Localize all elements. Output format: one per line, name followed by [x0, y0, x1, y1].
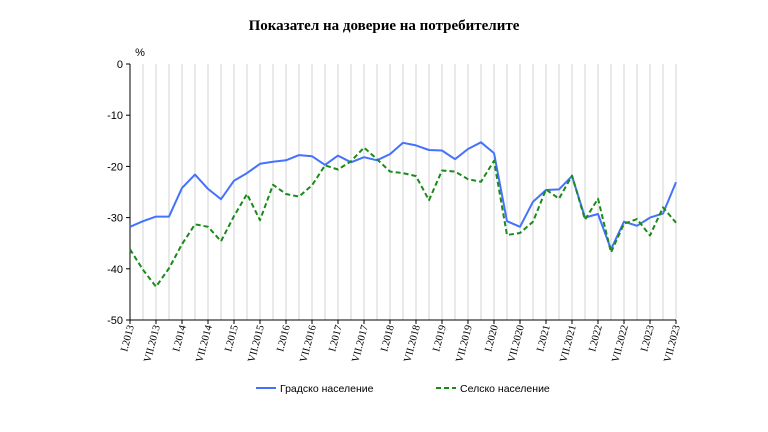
chart-axes: [126, 63, 677, 324]
x-tick-label: VII.2014: [194, 323, 215, 363]
x-tick-label: VII.2018: [402, 324, 423, 364]
legend-item-rural: Селско население: [436, 383, 550, 395]
y-tick-label: -30: [107, 213, 123, 225]
x-tick-labels: I.2013 VII.2013 I.2014 VII.2014 I.2015 VII.20…: [119, 323, 683, 363]
x-tick-label: I.2013: [119, 324, 137, 353]
y-axis-label: %: [135, 47, 145, 59]
legend-label-urban: Градско население: [280, 383, 374, 395]
y-tick-labels: 0 -10 -20 -30 -40 -50: [107, 59, 123, 327]
x-tick-label: I.2022: [587, 324, 605, 353]
x-tick-label: I.2016: [275, 324, 293, 353]
vertical-gridlines: [129, 64, 677, 320]
series-lines: [129, 141, 677, 288]
x-tick-label: I.2019: [431, 324, 449, 353]
x-tick-label: I.2020: [483, 324, 501, 353]
x-tick-label: VII.2019: [454, 324, 475, 364]
series-line-urban: [129, 141, 677, 251]
legend-label-rural: Селско население: [460, 383, 550, 395]
x-tick-label: VII.2013: [142, 324, 163, 364]
x-tick-label: VII.2022: [610, 324, 631, 364]
x-tick-label: I.2015: [223, 324, 241, 353]
x-tick-label: I.2014: [171, 323, 189, 353]
y-tick-label: -10: [107, 110, 123, 122]
legend: Градско население Селско население: [256, 383, 550, 395]
y-tick-label: 0: [117, 59, 123, 71]
x-tick-label: VII.2020: [506, 324, 527, 364]
chart-title: Показател на доверие на потребителите: [248, 18, 520, 34]
x-tick-label: I.2021: [535, 324, 553, 353]
y-tick-label: -40: [107, 264, 123, 276]
legend-item-urban: Градско население: [256, 383, 374, 395]
y-tick-label: -50: [107, 315, 123, 327]
x-tick-label: I.2023: [639, 324, 657, 353]
x-tick-label: I.2018: [379, 324, 397, 353]
x-tick-label: VII.2015: [246, 324, 267, 364]
x-tick-label: I.2017: [327, 324, 345, 353]
x-tick-label: VII.2016: [298, 324, 319, 364]
x-tick-label: VII.2017: [350, 324, 371, 364]
x-tick-label: VII.2021: [558, 324, 579, 364]
y-tick-label: -20: [107, 161, 123, 173]
x-tick-label: VII.2023: [662, 324, 683, 364]
